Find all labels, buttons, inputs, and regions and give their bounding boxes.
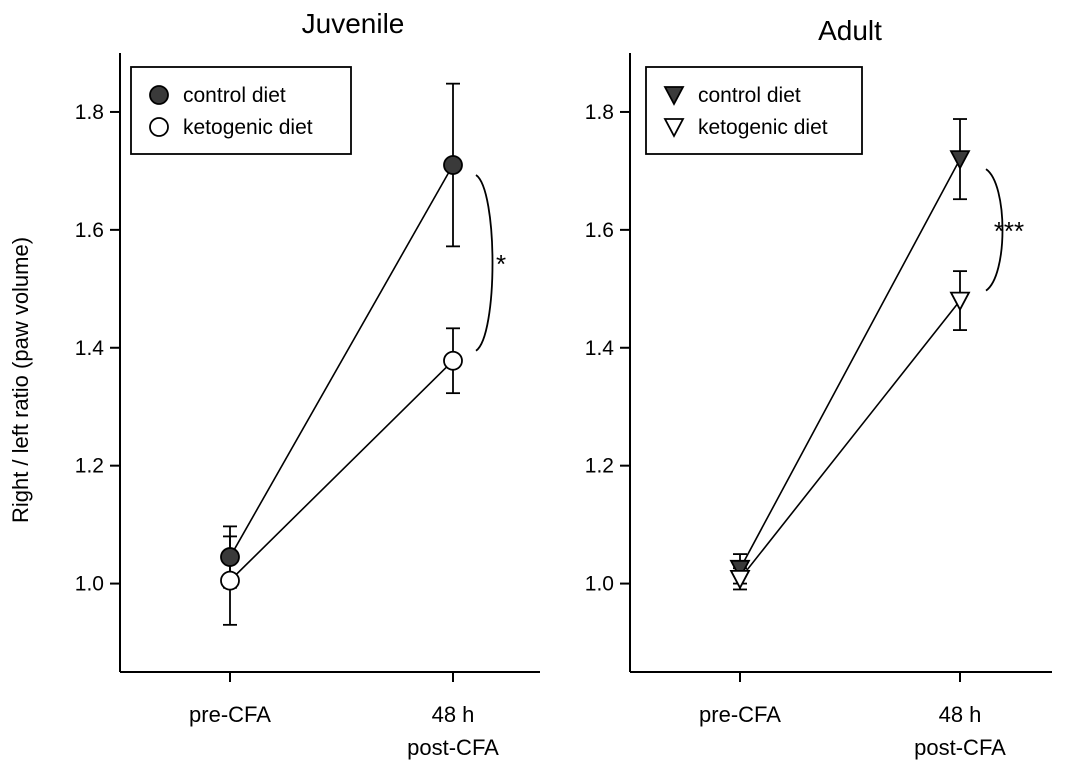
x-tick-label: 48 h <box>939 702 982 727</box>
chart-title: Adult <box>818 15 882 46</box>
legend-label: control diet <box>698 84 801 107</box>
series-line <box>229 360 454 582</box>
data-point <box>220 570 240 591</box>
legend-marker <box>149 85 169 105</box>
legend-label: control diet <box>183 84 286 107</box>
y-tick-label: 1.4 <box>75 337 105 360</box>
x-tick-label: post-CFA <box>407 735 499 760</box>
legend-box <box>645 66 863 155</box>
y-tick-label: 1.4 <box>585 337 615 360</box>
y-axis-label: Right / left ratio (paw volume) <box>8 237 33 523</box>
y-tick-label: 1.2 <box>75 455 104 478</box>
data-point <box>443 350 463 371</box>
chart-title: Juvenile <box>302 8 405 39</box>
y-tick-label: 1.6 <box>75 219 104 242</box>
legend-marker <box>149 117 169 137</box>
data-point <box>729 559 751 580</box>
significance-label: *** <box>994 216 1024 246</box>
y-tick-label: 1.6 <box>585 219 614 242</box>
y-tick-label: 1.0 <box>75 573 104 596</box>
significance-bracket <box>985 168 1004 292</box>
x-tick-label: 48 h <box>432 702 475 727</box>
series-line <box>739 158 961 570</box>
legend-marker <box>663 118 685 138</box>
series-line <box>739 300 961 580</box>
series-line <box>229 164 454 558</box>
x-tick-label: pre-CFA <box>699 702 781 727</box>
data-point <box>949 150 971 171</box>
significance-label: * <box>496 249 506 279</box>
data-point <box>443 155 463 175</box>
legend-marker <box>663 86 685 106</box>
data-point <box>220 547 240 567</box>
legend-box <box>130 66 352 155</box>
panel-juvenile: Juvenile 1.0 1.2 1.4 1.6 1.8 pre-CFA 48 h post-C… <box>75 8 540 760</box>
y-tick-label: 1.0 <box>585 573 614 596</box>
y-tick-label: 1.2 <box>585 455 614 478</box>
panel-adult: Adult 1.0 1.2 1.4 1.6 1.8 pre-CFA 48 h post-CFA *… <box>585 15 1052 760</box>
legend-label: ketogenic diet <box>183 116 313 139</box>
x-tick-label: pre-CFA <box>189 702 271 727</box>
data-point <box>729 569 751 590</box>
y-tick-label: 1.8 <box>75 101 104 124</box>
significance-bracket <box>475 174 494 352</box>
x-tick-label: post-CFA <box>914 735 1006 760</box>
y-tick-label: 1.8 <box>585 101 614 124</box>
data-point <box>949 291 971 312</box>
legend-label: ketogenic diet <box>698 116 828 139</box>
